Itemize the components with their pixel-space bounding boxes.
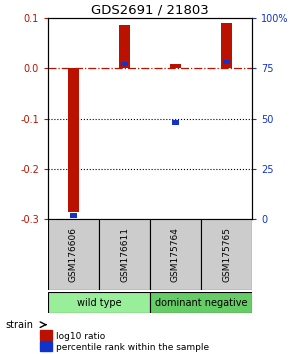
Bar xyxy=(48,292,150,313)
Text: GSM175765: GSM175765 xyxy=(222,227,231,282)
Text: GSM176611: GSM176611 xyxy=(120,227,129,282)
Bar xyxy=(201,219,252,290)
Text: GSM175764: GSM175764 xyxy=(171,227,180,282)
Text: dominant negative: dominant negative xyxy=(155,298,247,308)
Bar xyxy=(40,330,52,340)
Title: GDS2691 / 21803: GDS2691 / 21803 xyxy=(91,4,209,17)
Bar xyxy=(40,341,52,351)
Bar xyxy=(68,68,79,212)
Bar xyxy=(48,219,99,290)
Text: strain: strain xyxy=(5,320,33,330)
Text: percentile rank within the sample: percentile rank within the sample xyxy=(56,343,209,352)
Bar xyxy=(150,219,201,290)
Bar xyxy=(221,23,232,68)
Text: log10 ratio: log10 ratio xyxy=(56,332,105,341)
Bar xyxy=(70,213,77,218)
Bar xyxy=(170,64,181,68)
Bar xyxy=(150,292,252,313)
Text: GSM176606: GSM176606 xyxy=(69,227,78,282)
Bar xyxy=(119,25,130,68)
Bar xyxy=(121,62,128,66)
Bar xyxy=(172,120,179,125)
Text: wild type: wild type xyxy=(77,298,121,308)
Bar xyxy=(99,219,150,290)
Bar xyxy=(223,60,230,64)
